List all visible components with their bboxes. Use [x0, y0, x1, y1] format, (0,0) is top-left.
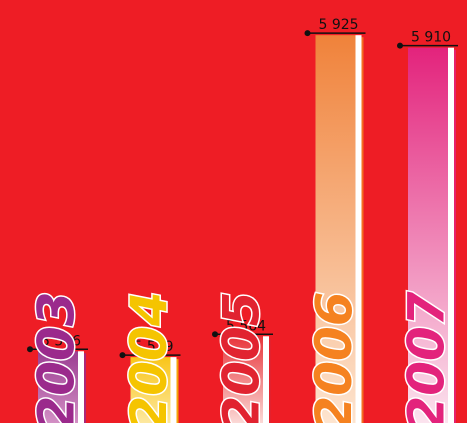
value-label: 5 539	[134, 339, 174, 355]
value-label: 5 546	[41, 333, 81, 349]
bar-side	[448, 47, 454, 423]
bar-edge	[454, 49, 456, 423]
year-label-2004: 2004	[120, 291, 178, 423]
bar-edge	[269, 338, 271, 423]
bar-fill	[223, 336, 263, 423]
value-leader-dot	[304, 30, 311, 37]
year-label-2007: 2007	[398, 291, 456, 423]
value-label: 5 564	[226, 318, 266, 334]
bar-fill	[38, 351, 78, 423]
year-label-2003: 2003	[28, 291, 86, 423]
bar-edge	[361, 37, 364, 423]
value-leader-dot	[27, 346, 33, 353]
bar-2007: 5 910 2007	[396, 30, 458, 423]
value-leader-dot	[119, 352, 126, 359]
bar-edge	[176, 359, 179, 423]
value-leader-dot	[212, 331, 218, 338]
bar-edge	[84, 353, 86, 423]
bar-fill	[315, 35, 356, 423]
value-leader-dot	[397, 42, 403, 49]
bar-side	[170, 357, 177, 423]
bar-side	[355, 35, 362, 423]
year-label-2006: 2006	[305, 291, 363, 423]
bar-fill	[408, 47, 448, 423]
bar-side	[78, 351, 84, 423]
year-label-2005: 2005	[213, 291, 271, 423]
value-label: 5 910	[411, 30, 451, 46]
value-label: 5 925	[319, 17, 359, 33]
bar-side	[263, 336, 269, 423]
bar-2006: 5 925 2006	[304, 17, 366, 423]
bar-fill	[130, 357, 171, 423]
